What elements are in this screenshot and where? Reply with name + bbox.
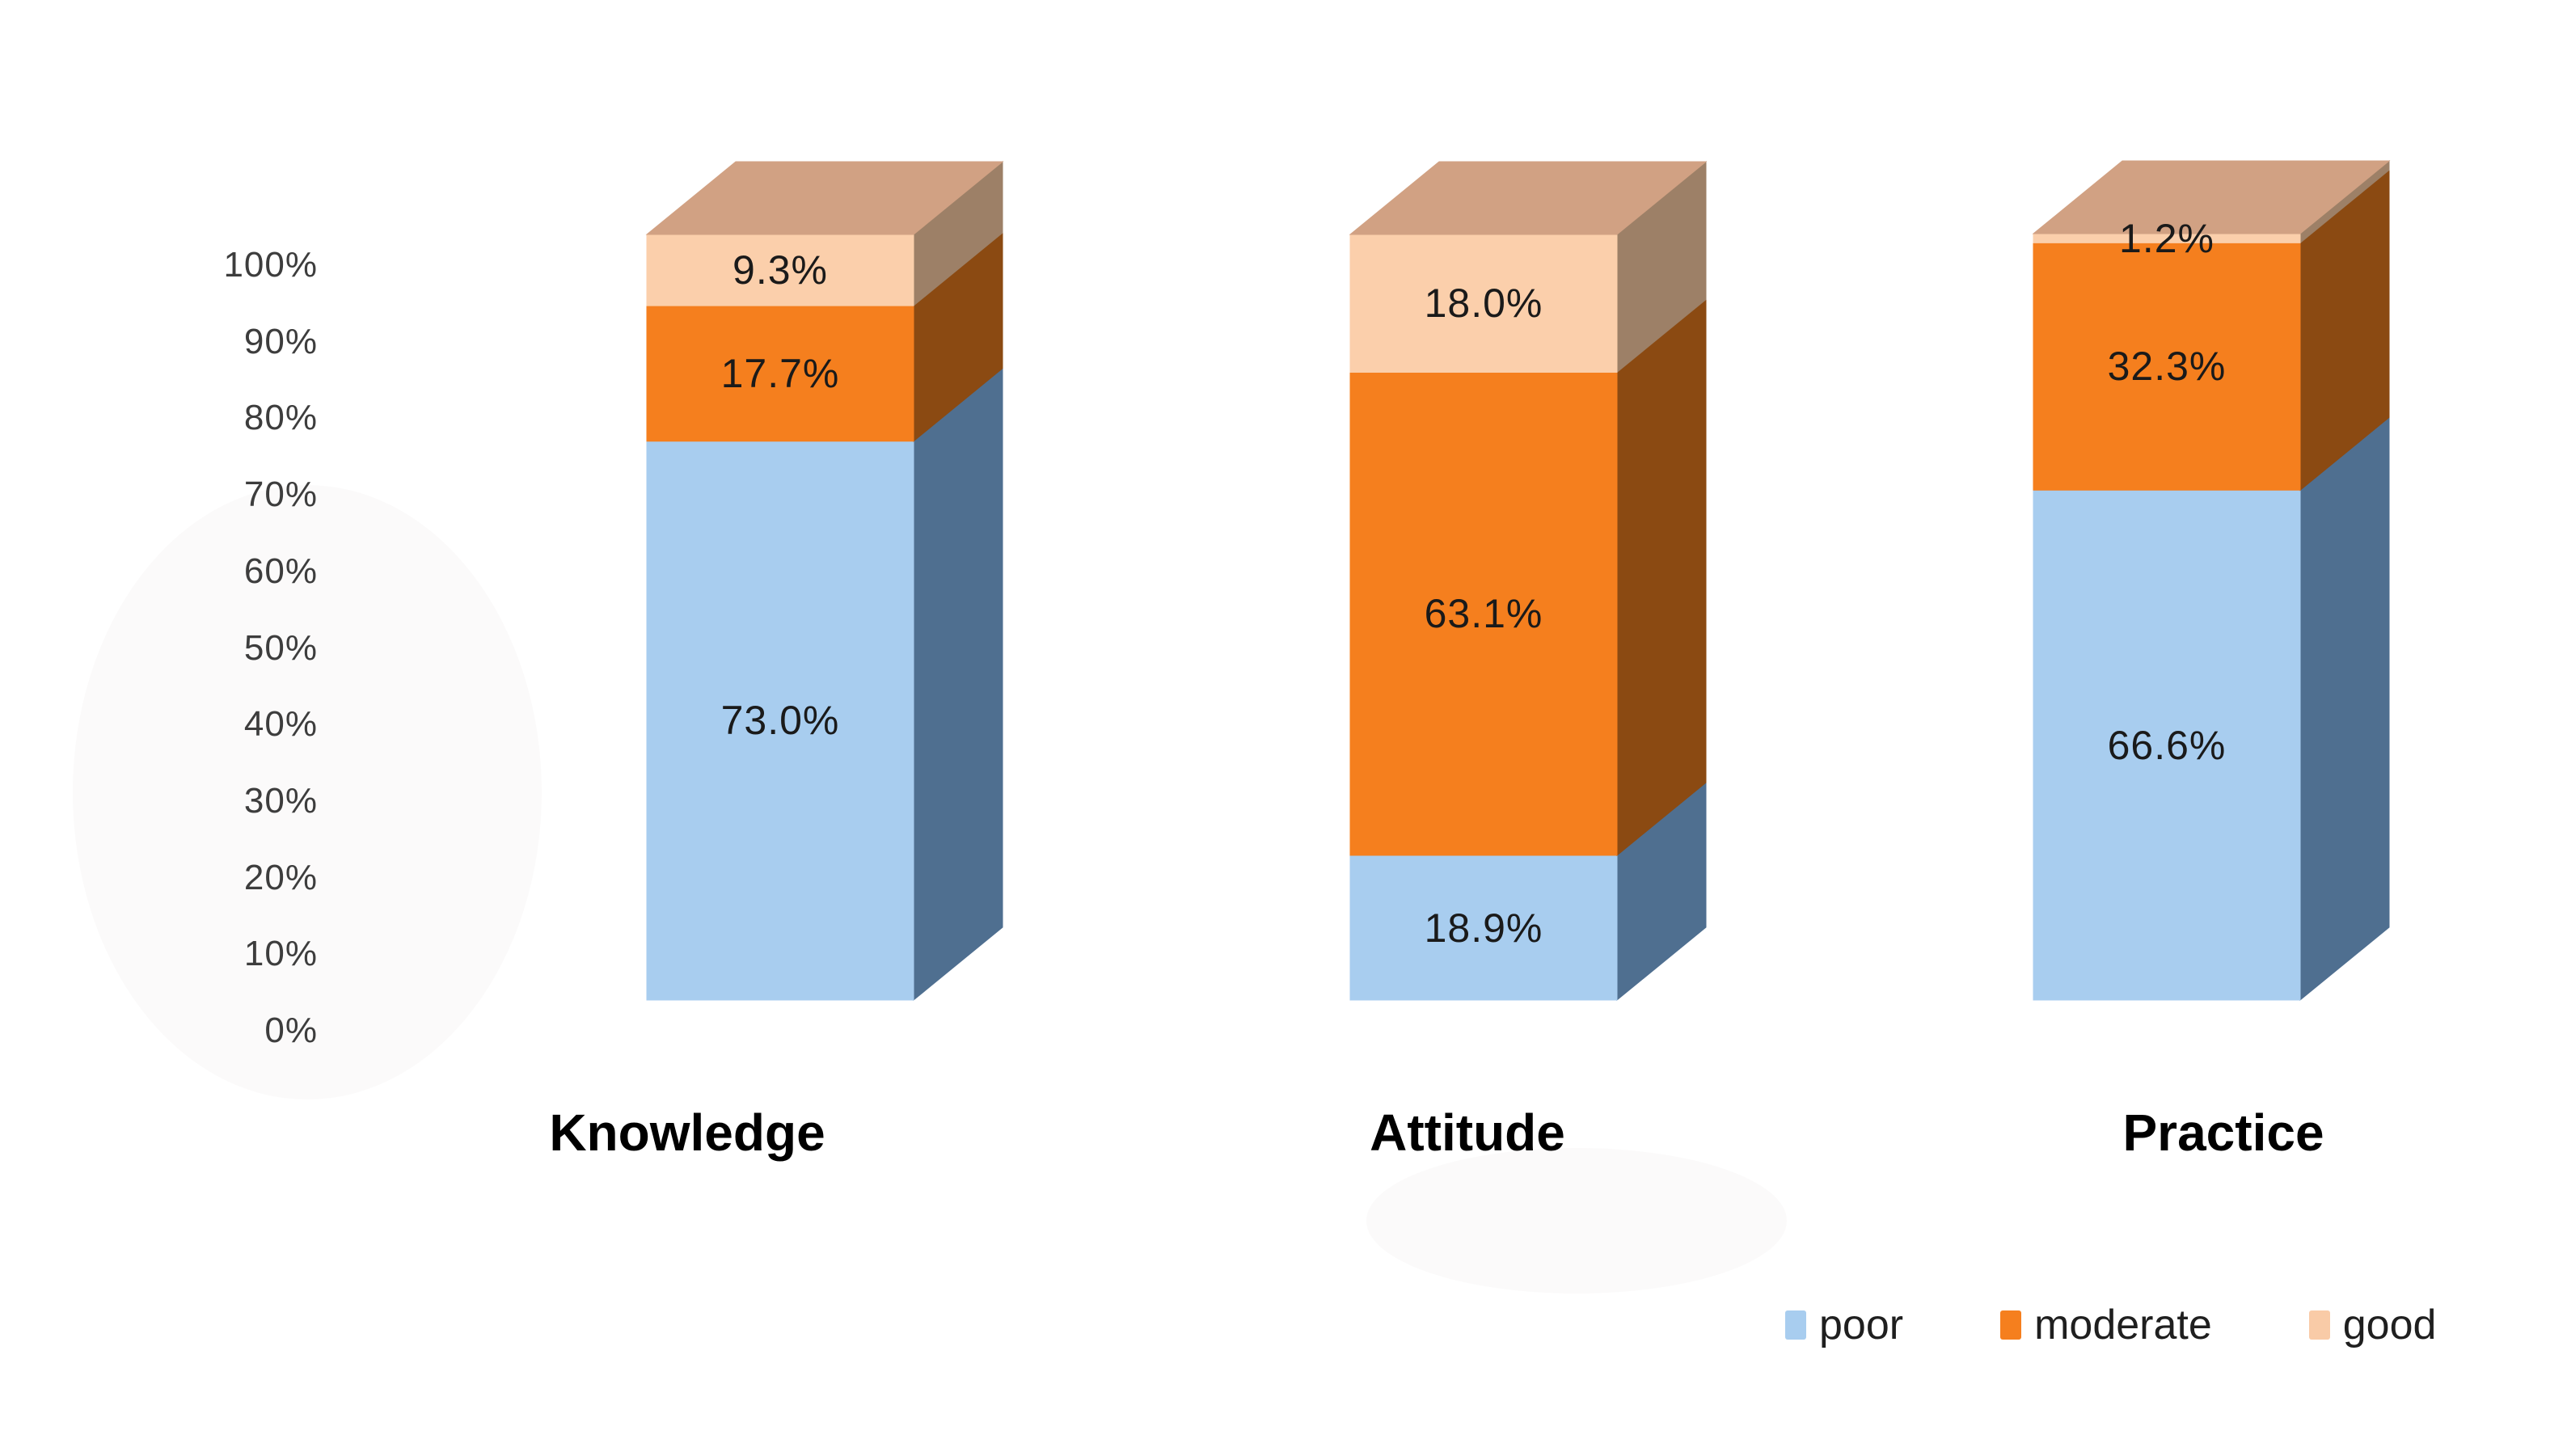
y-axis-tick-label: 20% [243, 857, 318, 897]
legend-item-poor: poor [1785, 1301, 1903, 1349]
watermark-blob [1366, 1148, 1787, 1294]
y-axis-tick-label: 90% [243, 321, 318, 361]
legend-label-good: good [2342, 1302, 2437, 1348]
category-label-knowledge: Knowledge [549, 1104, 825, 1162]
legend-swatch-good [2308, 1310, 2330, 1340]
y-axis: 100% 90% 80% 70% 60% 50% 40% 30% 20% 10% 0% [0, 0, 318, 1456]
y-axis-tick-label: 10% [243, 934, 318, 974]
legend-item-moderate: moderate [2000, 1301, 2212, 1349]
knowledge-good-value-label: 9.3% [733, 247, 828, 293]
practice-moderate-value-label: 32.3% [2107, 344, 2227, 390]
practice-good-value-label: 1.2% [2119, 215, 2214, 261]
practice-poor-side-face [2299, 416, 2390, 1002]
legend-swatch-moderate [2000, 1310, 2022, 1340]
attitude-poor-value-label: 18.9% [1424, 905, 1543, 951]
y-axis-tick-label: 60% [243, 551, 318, 591]
y-axis-tick-label: 50% [243, 627, 318, 668]
legend-label-moderate: moderate [2034, 1302, 2212, 1348]
practice-top-face [2032, 160, 2391, 234]
knowledge-moderate-value-label: 17.7% [720, 350, 840, 396]
legend-item-good: good [2308, 1301, 2437, 1349]
chart-legend: poor moderate good [1785, 1301, 2436, 1349]
attitude-moderate-value-label: 63.1% [1424, 591, 1543, 637]
legend-swatch-poor [1785, 1310, 1806, 1340]
knowledge-poor-value-label: 73.0% [720, 698, 840, 744]
y-axis-tick-label: 0% [264, 1011, 318, 1050]
attitude-moderate-side-face [1616, 298, 1707, 857]
knowledge-top-face [645, 161, 1004, 235]
attitude-top-face [1349, 161, 1708, 235]
category-label-attitude: Attitude [1370, 1104, 1565, 1162]
legend-label-poor: poor [1819, 1302, 1904, 1348]
category-label-practice: Practice [2122, 1104, 2324, 1162]
practice-poor-value-label: 66.6% [2107, 722, 2227, 768]
y-axis-tick-label: 70% [243, 475, 318, 515]
attitude-good-value-label: 18.0% [1424, 281, 1543, 327]
knowledge-poor-side-face [913, 367, 1003, 1002]
y-axis-tick-label: 80% [243, 398, 318, 438]
y-axis-tick-label: 30% [243, 780, 318, 821]
y-axis-tick-label: 40% [243, 704, 318, 745]
y-axis-tick-label: 100% [223, 245, 318, 285]
